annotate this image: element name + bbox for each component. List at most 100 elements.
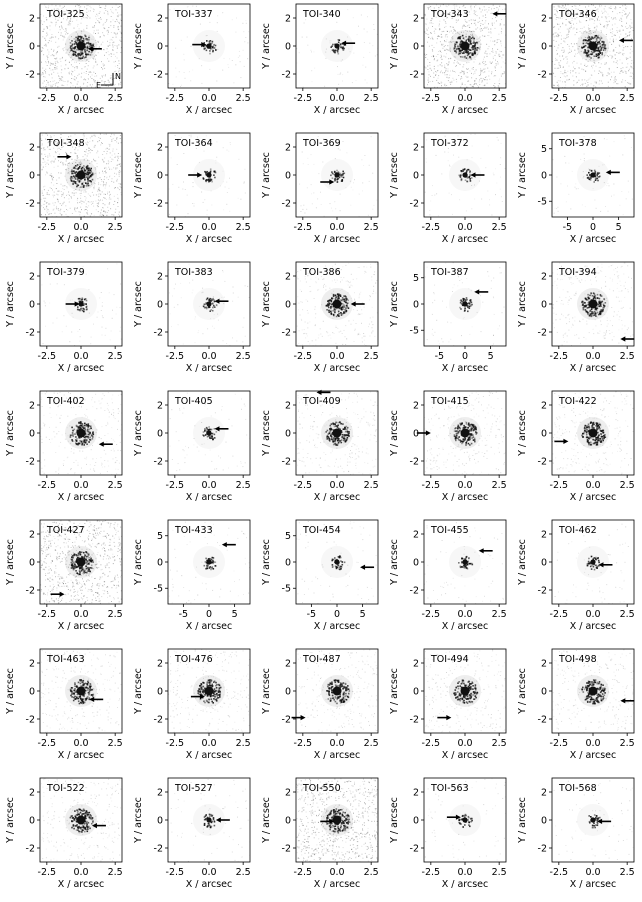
star-core xyxy=(461,42,470,51)
y-tick-label: 0 xyxy=(157,170,163,181)
y-tick-label: 0 xyxy=(157,557,163,568)
y-tick-label: 2 xyxy=(541,271,547,282)
star-core xyxy=(589,429,598,438)
x-tick-label: 2.5 xyxy=(108,222,123,233)
x-tick-label: 2.5 xyxy=(236,93,251,104)
companion-arrow xyxy=(619,38,633,43)
x-tick-label: -5 xyxy=(179,609,188,620)
x-tick-label: -2.5 xyxy=(422,222,441,233)
y-tick-label: 0 xyxy=(285,41,291,52)
y-tick-label: 0 xyxy=(413,686,419,697)
star-core xyxy=(333,687,342,696)
x-tick-label: 2.5 xyxy=(620,351,635,362)
y-tick-label: 2 xyxy=(541,529,547,540)
x-tick-label: 2.5 xyxy=(620,867,635,878)
companion-arrow xyxy=(360,565,374,570)
y-axis-label: Y / arcsec xyxy=(389,668,400,715)
x-axis-label: X / arcsec xyxy=(570,234,617,245)
star-core xyxy=(462,559,467,564)
x-axis-label: X / arcsec xyxy=(442,363,489,374)
x-axis-label: X / arcsec xyxy=(314,879,361,890)
x-tick-label: 5 xyxy=(616,222,622,233)
y-axis-label: Y / arcsec xyxy=(389,797,400,844)
star-core xyxy=(590,172,595,177)
x-axis-label: X / arcsec xyxy=(442,750,489,761)
y-axis-label: Y / arcsec xyxy=(517,23,528,70)
y-tick-label: 2 xyxy=(413,142,419,153)
x-tick-label: 0.0 xyxy=(73,222,88,233)
y-tick-label: -2 xyxy=(154,327,163,338)
star-core xyxy=(333,300,342,309)
y-axis-label: Y / arcsec xyxy=(389,539,400,586)
y-axis-label: Y / arcsec xyxy=(517,152,528,199)
star-core xyxy=(334,559,339,564)
star-core xyxy=(462,817,467,822)
y-axis-label: Y / arcsec xyxy=(133,539,144,586)
x-tick-label: 0.0 xyxy=(457,222,472,233)
star-core xyxy=(77,42,86,51)
x-tick-label: 0.0 xyxy=(457,609,472,620)
x-tick-label: -2.5 xyxy=(294,93,313,104)
x-tick-label: 2.5 xyxy=(364,222,379,233)
x-tick-label: -2.5 xyxy=(38,222,57,233)
panel-label: TOI-563 xyxy=(430,783,469,794)
companion-arrow xyxy=(292,715,306,720)
y-tick-label: 2 xyxy=(285,271,291,282)
y-axis-label: Y / arcsec xyxy=(517,797,528,844)
y-tick-label: 0 xyxy=(413,41,419,52)
y-axis-label: Y / arcsec xyxy=(261,668,272,715)
y-axis-label: Y / arcsec xyxy=(5,23,16,70)
y-tick-label: 0 xyxy=(29,428,35,439)
y-tick-label: 2 xyxy=(29,529,35,540)
panel-label: TOI-568 xyxy=(558,783,597,794)
y-axis-label: Y / arcsec xyxy=(5,797,16,844)
y-tick-label: 2 xyxy=(541,787,547,798)
x-tick-label: 0 xyxy=(334,609,340,620)
panel-label: TOI-427 xyxy=(46,525,85,536)
y-tick-label: -2 xyxy=(410,456,419,467)
y-tick-label: 2 xyxy=(285,400,291,411)
x-tick-label: -2.5 xyxy=(422,738,441,749)
y-tick-label: 0 xyxy=(541,428,547,439)
y-tick-label: 5 xyxy=(541,144,547,155)
star-core xyxy=(77,171,86,180)
y-tick-label: -2 xyxy=(26,585,35,596)
x-tick-label: -2.5 xyxy=(422,609,441,620)
y-tick-label: 2 xyxy=(413,400,419,411)
x-tick-label: 2.5 xyxy=(108,351,123,362)
y-tick-label: 0 xyxy=(29,686,35,697)
x-tick-label: -5 xyxy=(563,222,572,233)
x-axis-label: X / arcsec xyxy=(186,363,233,374)
x-axis-label: X / arcsec xyxy=(314,621,361,632)
y-tick-label: -2 xyxy=(538,69,547,80)
star-core xyxy=(589,300,598,309)
x-axis-label: X / arcsec xyxy=(442,879,489,890)
y-tick-label: 2 xyxy=(29,400,35,411)
panel-label: TOI-487 xyxy=(302,654,341,665)
y-tick-label: 2 xyxy=(413,787,419,798)
y-axis-label: Y / arcsec xyxy=(261,797,272,844)
x-tick-label: 2.5 xyxy=(236,738,251,749)
y-axis-label: Y / arcsec xyxy=(133,23,144,70)
star-core xyxy=(589,687,598,696)
x-tick-label: 5 xyxy=(488,351,494,362)
y-tick-label: -5 xyxy=(282,584,291,595)
y-tick-label: 0 xyxy=(157,41,163,52)
y-tick-label: 0 xyxy=(29,170,35,181)
y-tick-label: 2 xyxy=(157,400,163,411)
companion-arrow xyxy=(479,548,493,553)
x-tick-label: -5 xyxy=(307,609,316,620)
y-axis-label: Y / arcsec xyxy=(133,668,144,715)
panel-label: TOI-494 xyxy=(430,654,469,665)
x-tick-label: 0.0 xyxy=(457,738,472,749)
